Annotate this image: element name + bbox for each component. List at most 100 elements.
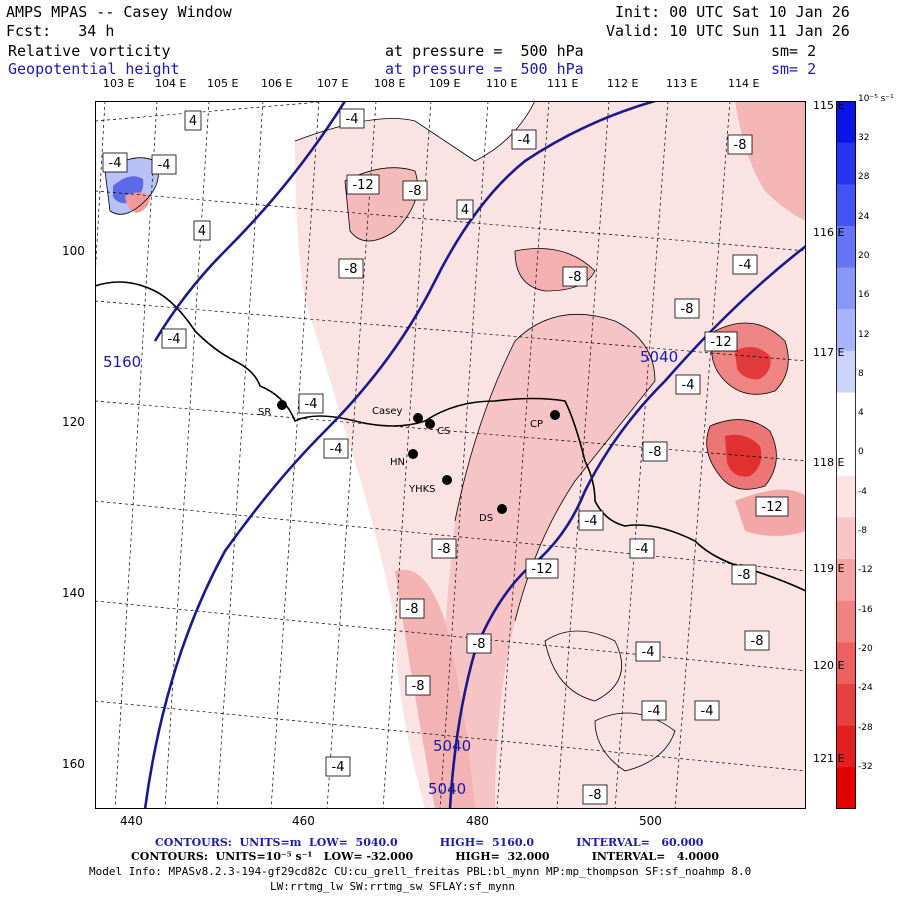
colorbar-segment xyxy=(836,684,856,727)
colorbar-label: -24 xyxy=(858,683,873,694)
colorbar-segment xyxy=(836,725,856,768)
lon-label: 110 E xyxy=(486,77,518,90)
colorbar-label: -32 xyxy=(858,761,873,772)
colorbar-label: -28 xyxy=(858,722,873,733)
colorbar-segment xyxy=(836,434,856,477)
vorticity-label-text: -4 xyxy=(648,704,661,719)
field1-name: Relative vorticity xyxy=(8,42,171,60)
station-label-hn: HN xyxy=(390,457,405,468)
vorticity-label-text: -4 xyxy=(168,332,181,347)
vorticity-label-box: -4 xyxy=(694,700,720,721)
forecast-hour: Fcst: 34 h xyxy=(6,22,115,40)
colorbar-label: 24 xyxy=(858,211,870,222)
vorticity-label-box: -4 xyxy=(151,154,177,175)
vorticity-label-box: -4 xyxy=(298,393,324,414)
height-contour-info: CONTOURS: UNITS=m LOW= 5040.0 HIGH= 5160… xyxy=(155,836,704,849)
field1-level: at pressure = 500 hPa xyxy=(385,42,584,60)
colorbar-segment xyxy=(836,392,856,435)
y-tick: 140 xyxy=(62,586,85,600)
lat-label: 115 E xyxy=(813,99,845,112)
colorbar-label: 4 xyxy=(858,408,864,419)
station-marker-sr xyxy=(277,400,287,410)
vorticity-label-text: -8 xyxy=(345,262,358,277)
vorticity-contours xyxy=(104,101,789,772)
lat-label: 119 E xyxy=(813,562,845,575)
vorticity-label-box: -8 xyxy=(402,180,428,201)
colorbar-segment xyxy=(836,350,856,394)
vorticity-label-box: -8 xyxy=(744,630,770,651)
vorticity-label-box: -12 xyxy=(704,331,738,352)
vorticity-label-text: -8 xyxy=(734,138,747,153)
vorticity-label-text: -4 xyxy=(346,112,359,127)
lon-label: 113 E xyxy=(666,77,698,90)
vorticity-label-box: -8 xyxy=(399,598,425,619)
colorbar-label: 16 xyxy=(858,290,870,301)
colorbar-unit: 10⁻⁵ s⁻¹ xyxy=(858,94,894,104)
vorticity-label-text: -4 xyxy=(636,542,649,557)
colorbar-segment xyxy=(836,767,856,809)
height-label: 5040 xyxy=(433,737,471,755)
station-label-sr: SR xyxy=(258,407,271,418)
field2-name: Geopotential height xyxy=(8,60,180,78)
field2-smoothing: sm= 2 xyxy=(771,60,817,78)
lat-label: 118 E xyxy=(813,456,845,469)
vorticity-label-text: -4 xyxy=(158,158,171,173)
vorticity-label-text: -8 xyxy=(649,445,662,460)
lon-label: 108 E xyxy=(374,77,406,90)
height-contours xyxy=(143,101,806,809)
vorticity-label-text: -8 xyxy=(751,634,764,649)
vorticity-label-box: -4 xyxy=(339,108,365,129)
lon-label: 114 E xyxy=(728,77,760,90)
lat-label: 117 E xyxy=(813,346,845,359)
colorbar-label: 28 xyxy=(858,172,870,183)
colorbar-segment xyxy=(836,225,856,269)
lon-label: 103 E xyxy=(103,77,135,90)
station-label-cs: CS xyxy=(437,426,450,437)
colorbar-segment xyxy=(836,101,856,144)
vorticity-label-text: -4 xyxy=(332,760,345,775)
valid-time: Valid: 10 UTC Sun 11 Jan 26 xyxy=(606,22,850,40)
colorbar-segment xyxy=(836,267,856,310)
lon-label: 107 E xyxy=(317,77,349,90)
vorticity-label-box: -4 xyxy=(675,374,701,395)
colorbar-segment xyxy=(836,600,856,643)
colorbar-label: -8 xyxy=(858,526,867,536)
lat-label: 116 E xyxy=(813,226,845,239)
vorticity-label-box: -4 xyxy=(629,538,655,559)
vorticity-label-box: -8 xyxy=(431,538,457,559)
vorticity-label-box: -8 xyxy=(405,675,431,696)
station-marker-cs xyxy=(425,419,435,429)
station-marker-hn xyxy=(408,449,418,459)
colorbar-segment xyxy=(836,475,856,518)
vorticity-label-text: -8 xyxy=(438,542,451,557)
station-marker-ds xyxy=(497,504,507,514)
vorticity-label-box: -8 xyxy=(466,633,492,654)
lat-label: 120 E xyxy=(813,659,845,672)
vorticity-label-box: -4 xyxy=(161,328,187,349)
vorticity-label-box: 4 xyxy=(456,199,474,220)
vorticity-label-text: -4 xyxy=(305,397,318,412)
vorticity-label-text: -4 xyxy=(585,514,598,529)
x-tick: 440 xyxy=(120,814,143,828)
map-frame xyxy=(95,101,806,809)
coastline xyxy=(95,281,806,592)
colorbar-label: 12 xyxy=(858,329,870,340)
vorticity-label-box: -4 xyxy=(511,129,537,150)
height-label: 5040 xyxy=(640,348,678,366)
vorticity-label-box: -8 xyxy=(674,298,700,319)
vorticity-label-box: -12 xyxy=(755,496,789,517)
colorbar-label: 32 xyxy=(858,133,870,143)
vorticity-label-box: 4 xyxy=(193,220,211,241)
vorticity-label-text: -4 xyxy=(518,133,531,148)
stations: SR Casey CS HN YHKS DS CP xyxy=(258,400,560,524)
lon-label: 106 E xyxy=(261,77,293,90)
vorticity-label-text: -12 xyxy=(710,335,731,350)
vorticity-label-text: -12 xyxy=(531,562,552,577)
map-title: AMPS MPAS -- Casey Window xyxy=(6,3,232,21)
vorticity-label-box: -8 xyxy=(582,784,608,805)
vorticity-label-text: -4 xyxy=(682,378,695,393)
station-label-casey: Casey xyxy=(372,406,402,417)
colorbar-label: -16 xyxy=(858,604,873,615)
vorticity-label-text: 4 xyxy=(461,203,469,218)
colorbar xyxy=(836,101,856,809)
